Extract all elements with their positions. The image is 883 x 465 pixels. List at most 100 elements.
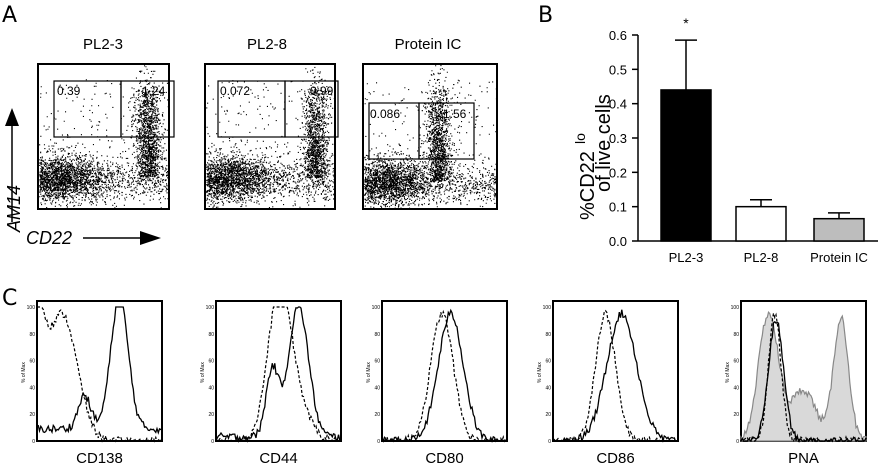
histogram-ytick: 0 [211, 439, 214, 445]
x-axis-arrow [83, 231, 161, 245]
histogram-ytick: 60 [208, 359, 214, 365]
histogram-ytick: 20 [733, 412, 739, 418]
histogram-cd80: 0 20 40 60 80 100 % of Max CD80 [366, 300, 508, 465]
category-label: PL2-8 [744, 250, 779, 265]
histogram-ytick: 100 [27, 305, 36, 311]
histogram-ytick: 100 [731, 305, 740, 311]
flow-dots [39, 65, 170, 209]
histogram-dashed-curve [37, 306, 162, 443]
flow-plot-3: Protein IC 0.086 1.56 [362, 36, 498, 210]
gate-right [284, 80, 339, 138]
histogram-ylabel: % of Max [725, 362, 731, 383]
histogram-label: PNA [788, 450, 819, 465]
gate-left-value: 0.072 [220, 84, 250, 98]
histogram-ytick: 0 [377, 439, 380, 445]
histogram-ytick: 60 [545, 359, 551, 365]
category-label: Protein IC [810, 250, 868, 265]
y-tick-label: 0.3 [609, 131, 627, 146]
flow-dots [206, 66, 336, 210]
histogram-solid-curve [381, 308, 508, 444]
significance-mark: * [683, 15, 689, 31]
flow-plot-title: PL2-3 [83, 36, 123, 53]
histogram-dashed-curve [552, 309, 678, 444]
histogram-ytick: 80 [545, 332, 551, 338]
bar [813, 217, 865, 242]
y-axis-title-sup: lo [572, 133, 588, 144]
histogram-shaded-curve [740, 311, 867, 443]
y-tick-label: 0.1 [609, 200, 627, 215]
flow-plot-title: PL2-8 [247, 36, 287, 53]
histogram-solid-curve [553, 309, 678, 443]
panel-letter-b: B [538, 3, 553, 28]
histogram-ytick: 80 [208, 332, 214, 338]
histogram-ylabel: % of Max [200, 362, 206, 383]
histogram-cd44: 0 20 40 60 80 100 % of Max CD44 [200, 300, 342, 465]
bars: * [660, 15, 865, 242]
y-axis-title-suffix: of live cells [593, 94, 615, 192]
y-tick-label: 0.4 [609, 97, 627, 112]
histogram-ytick: 40 [374, 385, 380, 391]
gate-right [120, 80, 175, 138]
gate-right-value: 1.24 [142, 84, 166, 98]
histogram-ytick: 40 [733, 385, 739, 391]
y-axis-title: %CD22 lo of live cells [572, 94, 615, 220]
y-tick-label: 0.0 [609, 234, 627, 249]
histogram-label: CD80 [425, 450, 463, 465]
histogram-ytick: 100 [372, 305, 381, 311]
gate-left-value: 0.086 [370, 107, 400, 121]
y-tick-label: 0.6 [609, 28, 627, 43]
histogram-ytick: 0 [736, 439, 739, 445]
y-tick-label: 0.5 [609, 62, 627, 77]
histogram-ytick: 100 [543, 305, 552, 311]
histogram-ytick: 40 [545, 385, 551, 391]
histogram-solid-curve [215, 306, 342, 444]
category-label: PL2-3 [669, 250, 704, 265]
histogram-ytick: 60 [29, 359, 35, 365]
histogram-ylabel: % of Max [537, 362, 543, 383]
histogram-solid-curve [740, 320, 867, 443]
bar [735, 205, 787, 242]
histogram-cd86: 0 20 40 60 80 100 % of Max CD86 [537, 300, 679, 465]
histogram-ytick: 20 [208, 412, 214, 418]
y-axis-label: AM14 [4, 185, 24, 233]
histograms: 0 20 40 60 80 100 % of Max CD138 0 20 40 60 80 100 % o… [21, 300, 867, 465]
y-axis-title-main: %CD22 [577, 151, 599, 220]
gate-left-value: 0.39 [57, 84, 81, 98]
histogram-frame [552, 300, 679, 442]
histogram-cd138: 0 20 40 60 80 100 % of Max CD138 [21, 300, 163, 465]
y-axis-ticks: 0.0 0.1 0.2 0.3 0.4 0.5 0.6 [609, 28, 638, 249]
histogram-pna: 0 20 40 60 80 100 % of Max PNA [725, 300, 867, 465]
histogram-dashed-curve [215, 306, 342, 443]
histogram-label: CD138 [76, 450, 123, 465]
y-axis-arrow [5, 108, 19, 222]
histogram-ylabel: % of Max [21, 362, 27, 383]
histogram-label: CD86 [596, 450, 634, 465]
panel-letter-c: C [2, 286, 17, 311]
histogram-solid-curve [36, 306, 163, 435]
y-tick-label: 0.2 [609, 165, 627, 180]
category-labels: PL2-3 PL2-8 Protein IC [669, 250, 868, 265]
gate-right [418, 102, 475, 160]
histogram-frame [381, 300, 508, 442]
histogram-label: CD44 [259, 450, 297, 465]
bar-chart: 0.0 0.1 0.2 0.3 0.4 0.5 0.6 * PL2-3 PL2-8 Protei… [572, 15, 878, 265]
bar [660, 89, 712, 242]
flow-plot-title: Protein IC [395, 36, 462, 53]
histogram-ytick: 60 [374, 359, 380, 365]
histogram-ylabel: % of Max [366, 362, 372, 383]
histogram-ytick: 40 [208, 385, 214, 391]
histogram-ytick: 80 [29, 332, 35, 338]
flow-plots: PL2-3 0.39 1.24 PL2-8 0.072 0.99 Protein… [4, 36, 498, 248]
histogram-ytick: 40 [29, 385, 35, 391]
gate-right-value: 1.56 [443, 107, 467, 121]
histogram-ytick: 60 [733, 359, 739, 365]
histogram-ytick: 20 [29, 412, 35, 418]
flow-dots [364, 65, 498, 210]
flow-plot-1: PL2-3 0.39 1.24 [37, 36, 175, 210]
panel-letter-a: A [2, 3, 17, 28]
histogram-ytick: 0 [548, 439, 551, 445]
histogram-ytick: 0 [32, 439, 35, 445]
histogram-frame [215, 300, 342, 442]
gate-right-value: 0.99 [310, 84, 334, 98]
